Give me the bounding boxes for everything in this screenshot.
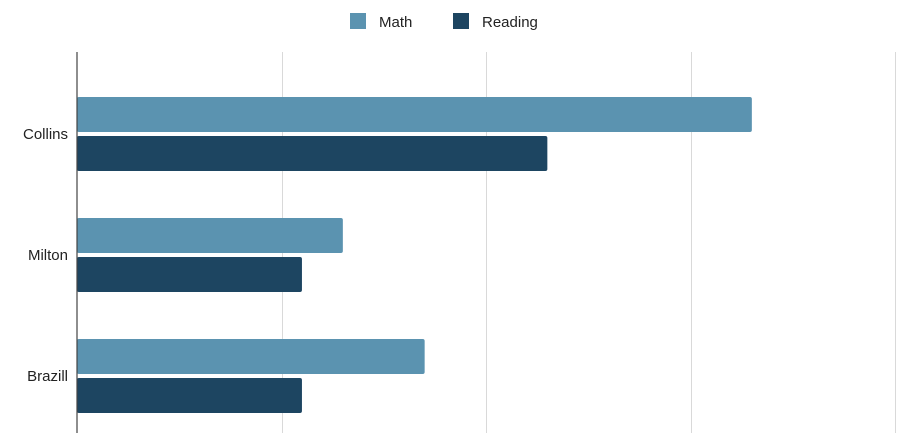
bar-reading-collins: [77, 136, 548, 171]
bar-reading-brazill: [77, 378, 302, 413]
category-label-brazill: Brazill: [27, 368, 68, 385]
legend-label-reading: Reading: [482, 14, 538, 31]
legend: Math Reading: [350, 13, 538, 31]
category-labels: Collins Milton Brazill: [23, 126, 68, 385]
legend-item-reading: Reading: [453, 13, 538, 31]
legend-swatch-reading: [453, 13, 469, 29]
legend-label-math: Math: [379, 14, 412, 31]
bar-math-collins: [77, 97, 752, 132]
bars: [77, 97, 752, 413]
bar-math-brazill: [77, 339, 425, 374]
bar-reading-milton: [77, 257, 302, 292]
legend-item-math: Math: [350, 13, 412, 31]
legend-swatch-math: [350, 13, 366, 29]
category-label-milton: Milton: [28, 247, 68, 264]
bar-math-milton: [77, 218, 343, 253]
category-label-collins: Collins: [23, 126, 68, 143]
